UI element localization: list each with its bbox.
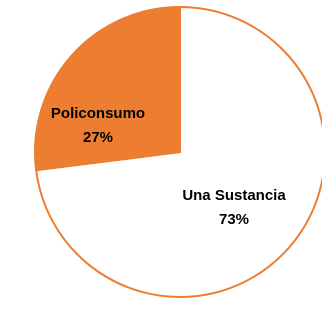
pie-slice-una-sustancia — [35, 6, 322, 298]
slice-label-name: Una Sustancia — [182, 187, 286, 204]
pie-slice-policonsumo — [34, 6, 181, 172]
slice-label-name: Policonsumo — [51, 105, 145, 122]
pie-labels: Una Sustancia 73% Policonsumo 27% — [51, 105, 286, 228]
slice-label-percent: 27% — [83, 129, 113, 146]
slice-label-percent: 73% — [219, 211, 249, 228]
pie-slices — [34, 6, 322, 298]
